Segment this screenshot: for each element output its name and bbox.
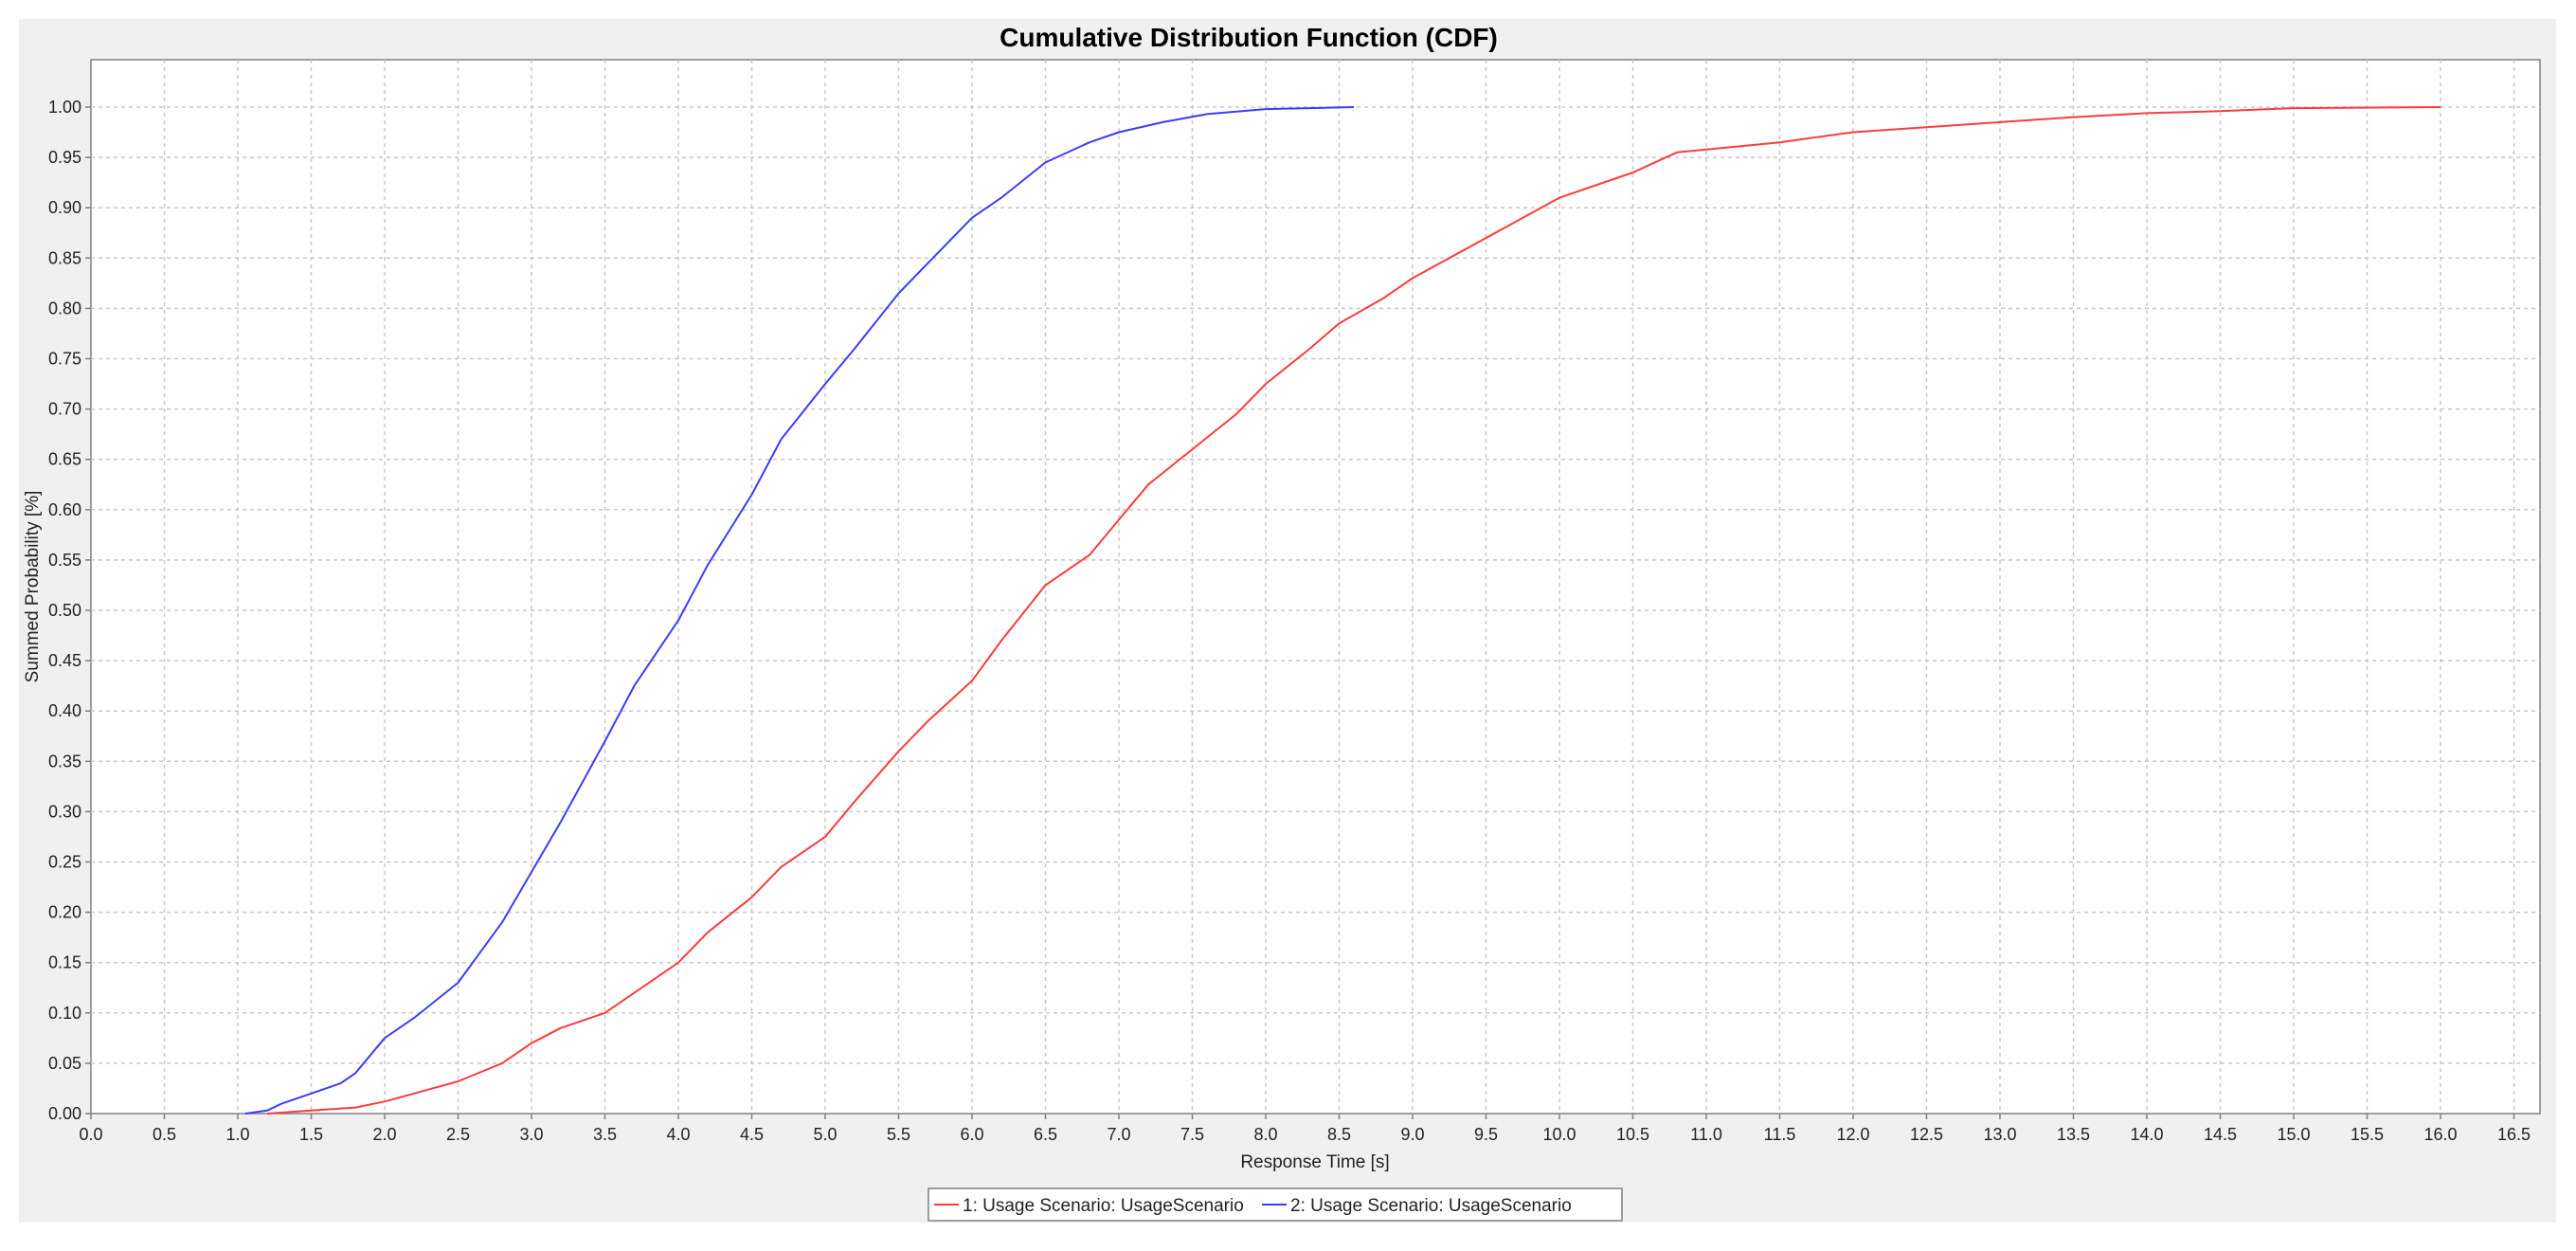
x-axis-title: Response Time [s] (1240, 1152, 1389, 1172)
x-tick-label: 16.5 (2497, 1125, 2531, 1144)
x-tick-label: 4.0 (666, 1125, 690, 1144)
plot-area (90, 59, 2541, 1115)
y-tick-label: 0.45 (48, 651, 81, 670)
y-tick-label: 0.55 (48, 551, 81, 570)
y-tick-label: 0.95 (48, 148, 81, 167)
x-tick-label: 14.5 (2204, 1125, 2237, 1144)
y-tick-label: 0.20 (48, 903, 81, 922)
x-tick-label: 6.5 (1034, 1125, 1057, 1144)
x-tick-label: 16.0 (2423, 1125, 2457, 1144)
x-tick-label: 10.0 (1542, 1125, 1576, 1144)
x-tick-label: 12.0 (1836, 1125, 1869, 1144)
y-tick-label: 0.90 (48, 198, 81, 217)
x-tick-label: 12.5 (1910, 1125, 1943, 1144)
x-tick-label: 11.5 (1764, 1125, 1796, 1144)
x-tick-label: 6.0 (960, 1125, 983, 1144)
legend-label-series-1: 1: Usage Scenario: UsageScenario (963, 1196, 1244, 1216)
legend-label-series-2: 2: Usage Scenario: UsageScenario (1290, 1196, 1572, 1216)
y-tick-label: 0.65 (48, 450, 81, 469)
x-tick-label: 1.0 (225, 1125, 249, 1144)
x-tick-label: 2.5 (446, 1125, 470, 1144)
y-tick-label: 0.15 (48, 953, 81, 972)
axis-ticks: 0.0 0.5 1.0 1.5 2.0 2.5 3.0 3.5 4.0 4.5 5.0 5.5 6.0 6… (48, 98, 2531, 1144)
x-tick-label: 8.5 (1327, 1125, 1351, 1144)
x-tick-label: 13.5 (2057, 1125, 2090, 1144)
y-axis-title: Summed Probability [%] (23, 491, 43, 683)
x-tick-label: 13.0 (1983, 1125, 2016, 1144)
series-line-1 (266, 106, 2441, 1115)
y-tick-label: 0.85 (48, 248, 81, 267)
y-tick-label: 0.10 (48, 1004, 81, 1023)
y-tick-label: 0.50 (48, 601, 81, 620)
x-tick-label: 7.5 (1180, 1125, 1204, 1144)
x-tick-label: 11.0 (1690, 1125, 1722, 1144)
y-tick-label: 0.25 (48, 853, 81, 872)
x-tick-label: 7.0 (1107, 1125, 1130, 1144)
grid (91, 60, 2540, 1114)
x-tick-label: 1.5 (299, 1125, 323, 1144)
x-tick-label: 5.0 (813, 1125, 837, 1144)
x-tick-label: 9.0 (1400, 1125, 1424, 1144)
y-tick-label: 0.40 (48, 701, 81, 720)
x-tick-label: 3.0 (519, 1125, 543, 1144)
x-tick-label: 4.5 (740, 1125, 764, 1144)
chart-title: Cumulative Distribution Function (CDF) (1000, 23, 1498, 52)
x-tick-label: 14.0 (2130, 1125, 2163, 1144)
y-tick-label: 0.60 (48, 500, 81, 519)
series-lines (244, 106, 2441, 1115)
x-tick-label: 0.0 (79, 1125, 102, 1144)
x-tick-label: 2.0 (372, 1125, 396, 1144)
y-tick-label: 0.75 (48, 350, 81, 369)
y-tick-label: 1.00 (48, 98, 81, 117)
y-tick-label: 0.00 (48, 1104, 81, 1123)
y-tick-label: 0.70 (48, 400, 81, 419)
x-tick-label: 8.0 (1253, 1125, 1277, 1144)
x-tick-label: 10.5 (1616, 1125, 1649, 1144)
x-tick-label: 5.5 (887, 1125, 910, 1144)
x-tick-label: 0.5 (153, 1125, 176, 1144)
y-tick-label: 0.30 (48, 802, 81, 821)
y-tick-label: 0.05 (48, 1054, 81, 1073)
x-tick-label: 15.5 (2351, 1125, 2384, 1144)
series-line-2 (244, 106, 1355, 1115)
x-tick-label: 9.5 (1474, 1125, 1498, 1144)
y-tick-label: 0.35 (48, 752, 81, 771)
x-tick-label: 15.0 (2277, 1125, 2310, 1144)
legend: 1: Usage Scenario: UsageScenario 2: Usag… (928, 1188, 1623, 1222)
x-tick-label: 3.5 (593, 1125, 617, 1144)
y-tick-label: 0.80 (48, 299, 81, 317)
